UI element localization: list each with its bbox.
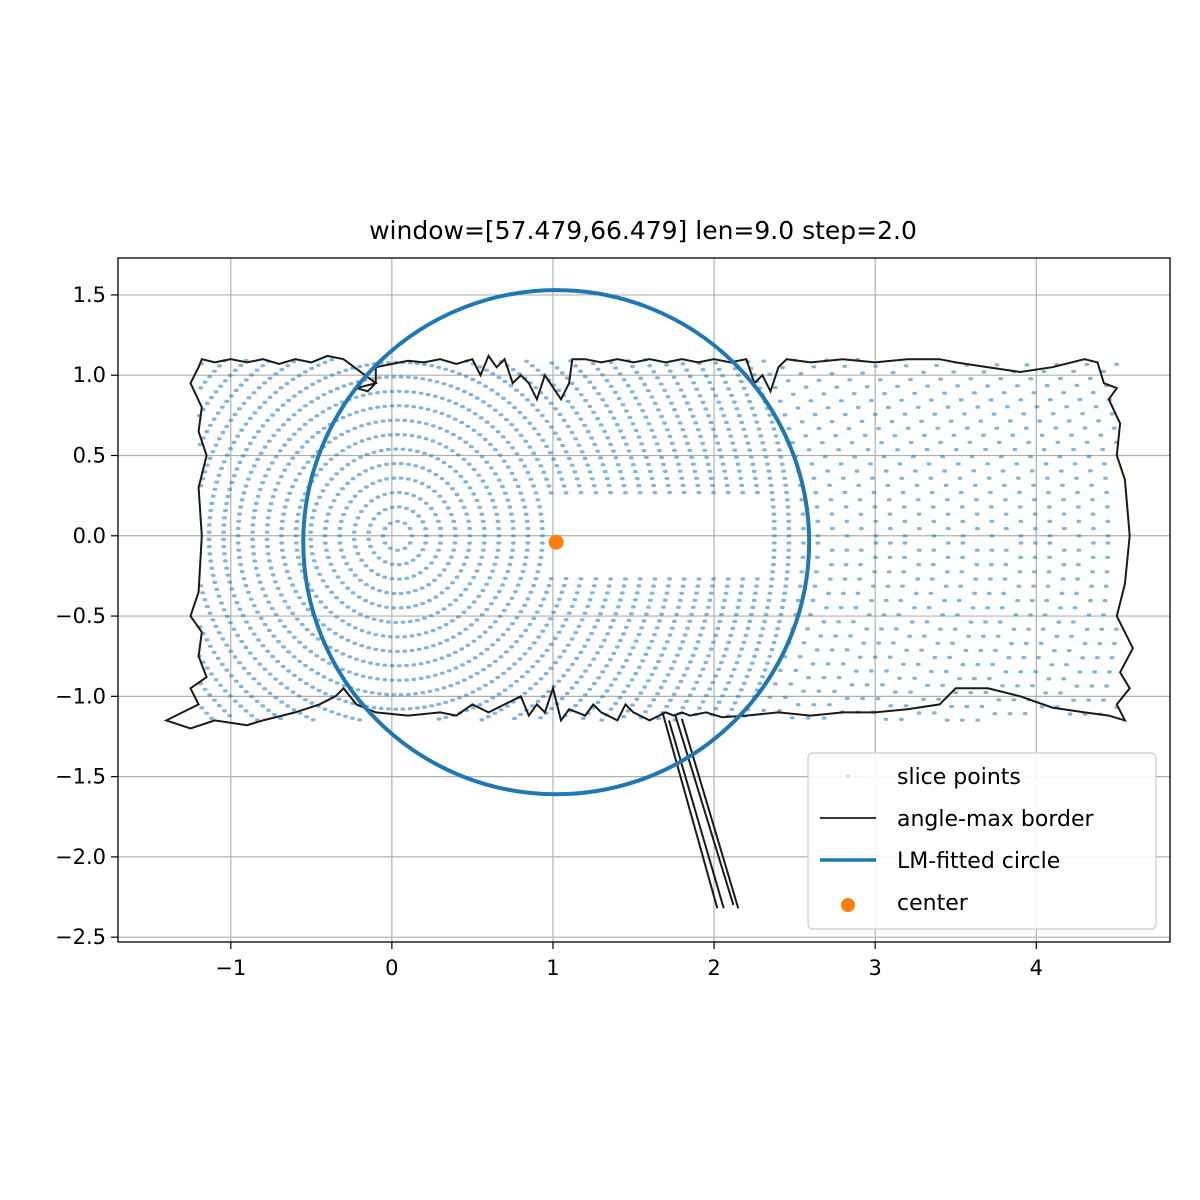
angle-max-border-branch: [680, 718, 740, 909]
angle-max-border-line: [163, 353, 1135, 730]
y-tick-label: 0.0: [73, 524, 106, 548]
legend-item-slice-points: slice points: [846, 765, 1021, 790]
legend-swatch-center: [841, 898, 855, 912]
legend-item-center: center: [841, 891, 969, 916]
y-tick-label: 1.5: [73, 283, 106, 307]
legend-label-center: center: [897, 891, 969, 916]
legend-label-slice-points: slice points: [897, 765, 1021, 790]
x-tick-label: −1: [215, 956, 246, 980]
y-tick-label: 1.0: [73, 363, 106, 387]
x-tick-label: 4: [1030, 956, 1043, 980]
x-tick-label: 2: [707, 956, 720, 980]
angle-max-border-branch: [674, 715, 735, 906]
y-tick-label: −2.5: [55, 925, 106, 949]
slice-points-layer: [197, 357, 1120, 722]
legend: slice points angle-max border LM-fitted …: [807, 752, 1157, 930]
lm-fitted-circle: [301, 288, 812, 797]
y-tick-label: −0.5: [55, 604, 106, 628]
y-tick-label: −2.0: [55, 845, 106, 869]
x-axis: −1 0 1 2 3 4: [215, 942, 1043, 980]
chart-title: window=[57.479,66.479] len=9.0 step=2.0: [369, 216, 917, 245]
x-tick-label: 0: [385, 956, 398, 980]
legend-label-angle-max-border: angle-max border: [897, 807, 1094, 832]
x-tick-label: 1: [546, 956, 559, 980]
y-axis: 1.5 1.0 0.5 0.0 −0.5 −1.0 −1.5 −2.0 −2.5: [55, 283, 118, 949]
legend-swatch-slice-points: [846, 774, 850, 778]
center-point: [548, 534, 564, 550]
legend-frame: [807, 752, 1157, 930]
y-tick-label: −1.0: [55, 684, 106, 708]
legend-item-angle-max-border: angle-max border: [820, 807, 1094, 832]
plot-frame: [117, 257, 1171, 943]
fitted-circle-layer: [301, 288, 812, 797]
center-layer: [548, 534, 564, 550]
legend-label-lm-fitted-circle: LM-fitted circle: [897, 849, 1060, 874]
angle-max-border-layer: [163, 353, 1135, 909]
grid-lines: [118, 258, 1170, 942]
y-tick-label: −1.5: [55, 765, 106, 789]
angle-max-border-branch: [661, 712, 719, 909]
legend-item-lm-fitted-circle: LM-fitted circle: [820, 849, 1060, 874]
slice-points: [197, 357, 1120, 722]
x-tick-label: 3: [868, 956, 881, 980]
angle-max-border-branch: [668, 720, 725, 909]
y-tick-label: 0.5: [73, 443, 106, 467]
